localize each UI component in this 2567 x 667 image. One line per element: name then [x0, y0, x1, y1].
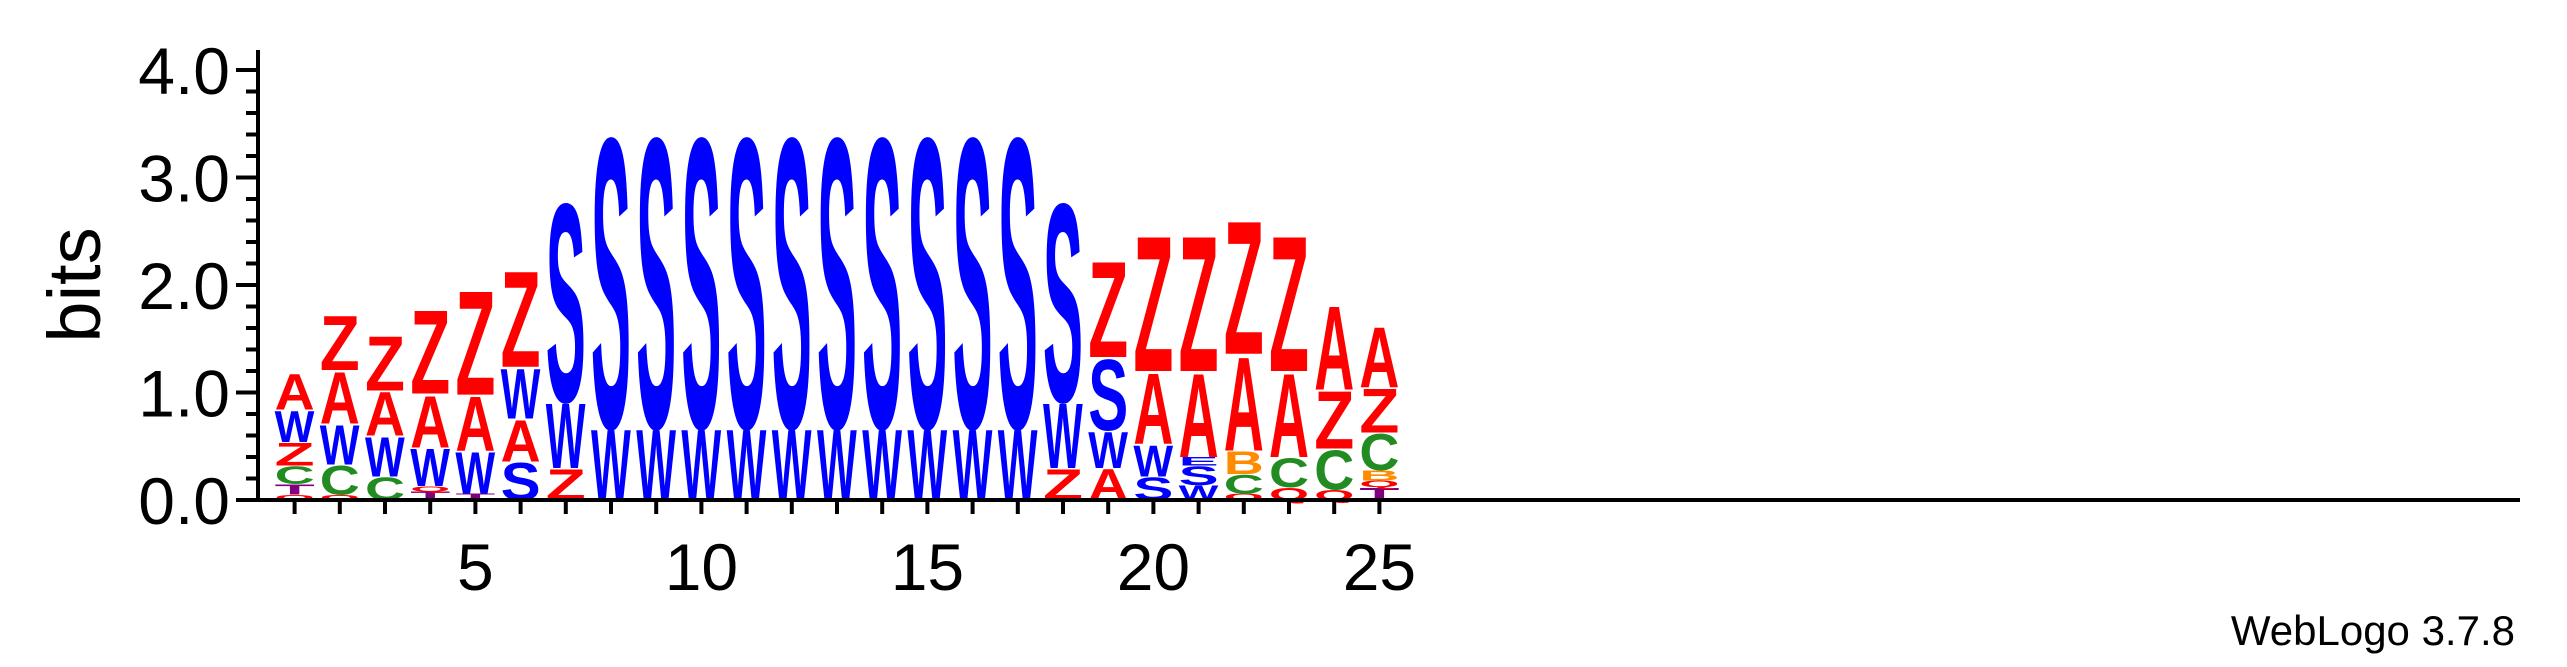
- logo-letter-b: B: [1224, 445, 1264, 482]
- logo-letter-s: S: [681, 52, 721, 515]
- logo-letter-s: S: [772, 52, 812, 515]
- logo-letter-c: C: [1269, 450, 1309, 496]
- logo-letter-a: A: [501, 408, 541, 474]
- logo-letter-s: S: [817, 52, 857, 515]
- y-tick-label: 1.0: [138, 357, 230, 431]
- logo-letter-z: Z: [1224, 183, 1264, 396]
- logo-letter-a: A: [455, 381, 495, 467]
- axis-layer: 0.0 1.0 2.0 3.0 4.0 5 10 15 20 25 bits: [33, 34, 2520, 604]
- logo-letter-s: S: [998, 52, 1038, 515]
- software-credit: WebLogo 3.7.8: [2231, 607, 2515, 654]
- y-ticks: 0.0 1.0 2.0 3.0 4.0: [138, 34, 258, 538]
- logo-letter-a: A: [1359, 310, 1399, 407]
- logo-letter-z: Z: [1359, 376, 1399, 446]
- x-tick-label: 5: [457, 530, 494, 604]
- x-tick-label: 20: [1117, 530, 1190, 604]
- logo-letter-q: Q: [1224, 492, 1264, 502]
- logo-letter-c: C: [1359, 423, 1399, 481]
- y-axis-label: bits: [33, 227, 116, 342]
- logo-letter-c: C: [1314, 438, 1354, 502]
- logo-letter-z: Z: [320, 301, 360, 387]
- logo-letter-q: Q: [410, 485, 450, 493]
- logo-letter-q: Q: [320, 493, 360, 501]
- logo-letter-s: S: [1043, 145, 1083, 462]
- logo-letter-z: Z: [1269, 195, 1309, 412]
- logo-letter-s: S: [862, 52, 902, 515]
- logo-letter-w: W: [1043, 385, 1083, 488]
- logo-letter-a: A: [365, 378, 405, 449]
- logo-letter-z: Z: [365, 321, 405, 407]
- logo-letter-e: E: [1179, 455, 1219, 468]
- logo-letter-z: Z: [275, 436, 315, 473]
- logo-letter-w: W: [365, 425, 405, 489]
- logo-letter-w: W: [1088, 421, 1128, 479]
- logo-letter-a: A: [320, 357, 360, 440]
- y-tick-label: 3.0: [138, 142, 230, 216]
- logo-letter-a: A: [1269, 349, 1309, 482]
- logo-letter-s: S: [636, 52, 676, 515]
- logo-letter-z: Z: [455, 261, 495, 427]
- logo-letter-s: S: [546, 145, 586, 462]
- logo-letter-z: Z: [1314, 374, 1354, 466]
- y-tick-label: 4.0: [138, 34, 230, 108]
- logo-letter-s: S: [727, 52, 767, 515]
- x-tick-label: 25: [1343, 530, 1416, 604]
- logo-letter-z: Z: [1088, 233, 1128, 386]
- logo-letter-w: W: [546, 385, 586, 488]
- y-tick-label: 2.0: [138, 249, 230, 323]
- logo-letter-z: Z: [1133, 195, 1173, 412]
- logo-letter-w: W: [1133, 437, 1173, 486]
- logo-letter-c: C: [320, 458, 360, 504]
- logo-letter-c: C: [1224, 470, 1264, 500]
- logo-letter-w: W: [320, 413, 360, 477]
- logo-letter-s: S: [591, 52, 631, 515]
- x-tick-label: 10: [665, 530, 738, 604]
- logo-letter-w: W: [501, 355, 541, 434]
- logo-letter-a: A: [410, 380, 450, 463]
- logo-letter-a: A: [275, 365, 315, 421]
- logo-letter-b: B: [1359, 467, 1399, 484]
- logo-letter-a: A: [1224, 329, 1264, 479]
- logo-letter-s: S: [1088, 339, 1128, 452]
- logo-letter-z: Z: [410, 287, 450, 420]
- y-tick-label: 0.0: [138, 464, 230, 538]
- logo-letter-t: T: [275, 481, 315, 498]
- x-tick-label: 15: [891, 530, 964, 604]
- logo-letter-a: A: [1314, 282, 1354, 415]
- logo-letter-s: S: [953, 52, 993, 515]
- logo-letter-t: T: [455, 492, 496, 502]
- logo-letter-s: S: [907, 52, 947, 515]
- logo-letter-s: S: [1179, 461, 1219, 491]
- logo-letter-c: C: [275, 461, 315, 489]
- logo-letter-a: A: [1133, 353, 1173, 466]
- logo-letter-w: W: [410, 438, 450, 498]
- x-ticks: 5 10 15 20 25: [292, 500, 1416, 604]
- logo-letter-a: A: [1179, 349, 1219, 482]
- logo-letter-z: Z: [1179, 195, 1219, 412]
- logo-letter-w: W: [455, 439, 495, 506]
- logo-letter-q: Q: [275, 493, 315, 501]
- logo-letter-q: Q: [1359, 479, 1399, 489]
- logo-letter-w: W: [275, 403, 315, 452]
- logo-letter-z: Z: [501, 243, 541, 396]
